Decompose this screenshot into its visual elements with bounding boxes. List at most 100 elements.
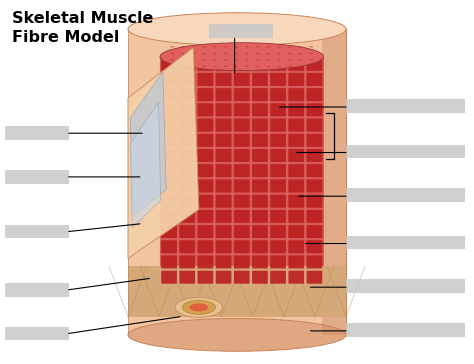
Ellipse shape: [170, 59, 174, 60]
FancyBboxPatch shape: [216, 134, 231, 147]
FancyBboxPatch shape: [234, 73, 250, 86]
Ellipse shape: [213, 53, 217, 54]
FancyBboxPatch shape: [161, 103, 177, 116]
FancyBboxPatch shape: [234, 225, 250, 238]
FancyBboxPatch shape: [234, 179, 250, 193]
FancyBboxPatch shape: [346, 188, 465, 202]
FancyBboxPatch shape: [216, 164, 231, 177]
Polygon shape: [128, 47, 199, 258]
FancyBboxPatch shape: [346, 99, 465, 113]
Ellipse shape: [245, 46, 249, 47]
FancyBboxPatch shape: [5, 327, 69, 340]
FancyBboxPatch shape: [270, 134, 286, 147]
FancyBboxPatch shape: [270, 149, 286, 162]
Ellipse shape: [256, 53, 260, 54]
FancyBboxPatch shape: [270, 58, 286, 71]
Ellipse shape: [256, 66, 260, 67]
FancyBboxPatch shape: [234, 164, 250, 177]
FancyBboxPatch shape: [307, 58, 322, 71]
FancyBboxPatch shape: [252, 88, 268, 101]
FancyBboxPatch shape: [270, 225, 286, 238]
Ellipse shape: [299, 66, 302, 67]
FancyBboxPatch shape: [307, 134, 322, 147]
FancyBboxPatch shape: [198, 103, 213, 116]
Ellipse shape: [245, 59, 249, 60]
FancyBboxPatch shape: [307, 240, 322, 253]
FancyBboxPatch shape: [234, 103, 250, 116]
Ellipse shape: [224, 66, 228, 67]
FancyBboxPatch shape: [288, 164, 304, 177]
FancyBboxPatch shape: [307, 119, 322, 132]
FancyBboxPatch shape: [216, 225, 231, 238]
FancyBboxPatch shape: [252, 58, 268, 71]
Ellipse shape: [191, 53, 195, 54]
FancyBboxPatch shape: [161, 271, 177, 284]
Ellipse shape: [191, 59, 195, 60]
FancyBboxPatch shape: [252, 195, 268, 207]
FancyBboxPatch shape: [270, 88, 286, 101]
FancyBboxPatch shape: [198, 240, 213, 253]
Ellipse shape: [175, 297, 223, 317]
Ellipse shape: [191, 66, 195, 67]
FancyBboxPatch shape: [346, 145, 465, 158]
FancyBboxPatch shape: [161, 179, 177, 193]
FancyBboxPatch shape: [216, 103, 231, 116]
FancyBboxPatch shape: [252, 225, 268, 238]
FancyBboxPatch shape: [161, 134, 177, 147]
FancyBboxPatch shape: [307, 73, 322, 86]
FancyBboxPatch shape: [216, 256, 231, 269]
Ellipse shape: [256, 46, 260, 47]
Ellipse shape: [245, 53, 249, 54]
FancyBboxPatch shape: [270, 240, 286, 253]
FancyBboxPatch shape: [5, 225, 69, 238]
Ellipse shape: [213, 46, 217, 47]
FancyBboxPatch shape: [198, 225, 213, 238]
FancyBboxPatch shape: [198, 210, 213, 223]
FancyBboxPatch shape: [270, 103, 286, 116]
FancyBboxPatch shape: [234, 271, 250, 284]
FancyBboxPatch shape: [270, 179, 286, 193]
FancyBboxPatch shape: [288, 149, 304, 162]
FancyBboxPatch shape: [288, 73, 304, 86]
FancyBboxPatch shape: [288, 256, 304, 269]
FancyBboxPatch shape: [288, 195, 304, 207]
FancyBboxPatch shape: [179, 119, 195, 132]
FancyBboxPatch shape: [270, 119, 286, 132]
FancyBboxPatch shape: [307, 149, 322, 162]
FancyBboxPatch shape: [288, 58, 304, 71]
Ellipse shape: [288, 46, 292, 47]
Ellipse shape: [160, 43, 323, 71]
FancyBboxPatch shape: [288, 271, 304, 284]
Ellipse shape: [299, 59, 302, 60]
FancyBboxPatch shape: [179, 88, 195, 101]
FancyBboxPatch shape: [346, 279, 465, 293]
FancyBboxPatch shape: [252, 119, 268, 132]
Ellipse shape: [310, 46, 313, 47]
Ellipse shape: [224, 59, 228, 60]
FancyBboxPatch shape: [216, 179, 231, 193]
FancyBboxPatch shape: [5, 283, 69, 297]
Ellipse shape: [266, 53, 270, 54]
FancyBboxPatch shape: [161, 210, 177, 223]
Ellipse shape: [235, 53, 238, 54]
FancyBboxPatch shape: [198, 271, 213, 284]
FancyBboxPatch shape: [161, 164, 177, 177]
FancyBboxPatch shape: [5, 170, 69, 184]
FancyBboxPatch shape: [252, 240, 268, 253]
Ellipse shape: [245, 66, 249, 67]
Ellipse shape: [202, 46, 206, 47]
FancyBboxPatch shape: [161, 119, 177, 132]
Ellipse shape: [202, 59, 206, 60]
FancyBboxPatch shape: [288, 119, 304, 132]
Ellipse shape: [310, 53, 313, 54]
Ellipse shape: [181, 59, 185, 60]
Ellipse shape: [277, 59, 281, 60]
FancyBboxPatch shape: [216, 195, 231, 207]
FancyBboxPatch shape: [307, 103, 322, 116]
FancyBboxPatch shape: [161, 73, 177, 86]
FancyBboxPatch shape: [179, 256, 195, 269]
FancyBboxPatch shape: [216, 58, 231, 71]
FancyBboxPatch shape: [198, 149, 213, 162]
Polygon shape: [130, 103, 161, 228]
Ellipse shape: [170, 46, 174, 47]
